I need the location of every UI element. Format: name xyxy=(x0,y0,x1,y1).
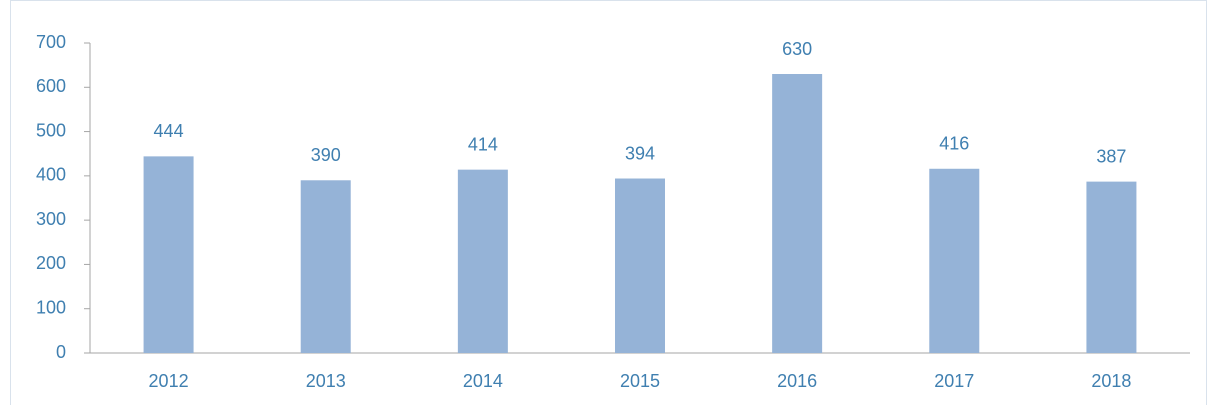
data-label: 630 xyxy=(782,39,812,59)
x-tick-label: 2014 xyxy=(463,371,503,391)
x-tick-label: 2017 xyxy=(934,371,974,391)
chart-frame xyxy=(10,0,1207,405)
data-label: 414 xyxy=(468,134,498,154)
y-tick-label: 0 xyxy=(56,342,66,362)
data-label: 390 xyxy=(311,145,341,165)
y-tick-label: 700 xyxy=(36,32,66,52)
y-tick-label: 100 xyxy=(36,297,66,317)
y-tick-label: 300 xyxy=(36,209,66,229)
data-label: 387 xyxy=(1096,146,1126,166)
y-tick-label: 500 xyxy=(36,120,66,140)
bar xyxy=(929,168,980,353)
x-tick-label: 2015 xyxy=(620,371,660,391)
data-label: 394 xyxy=(625,143,655,163)
bar xyxy=(615,178,665,353)
bar xyxy=(772,74,823,353)
x-tick-label: 2018 xyxy=(1091,371,1131,391)
bar xyxy=(300,180,351,353)
x-tick-label: 2016 xyxy=(777,371,817,391)
y-tick-label: 400 xyxy=(36,165,66,185)
y-tick-label: 200 xyxy=(36,253,66,273)
y-tick-label: 600 xyxy=(36,76,66,96)
bar xyxy=(457,169,508,353)
bar xyxy=(1086,181,1137,353)
data-label: 416 xyxy=(939,134,969,154)
x-tick-label: 2013 xyxy=(306,371,346,391)
x-tick-label: 2012 xyxy=(149,371,189,391)
bar xyxy=(143,156,194,353)
data-label: 444 xyxy=(154,121,184,141)
